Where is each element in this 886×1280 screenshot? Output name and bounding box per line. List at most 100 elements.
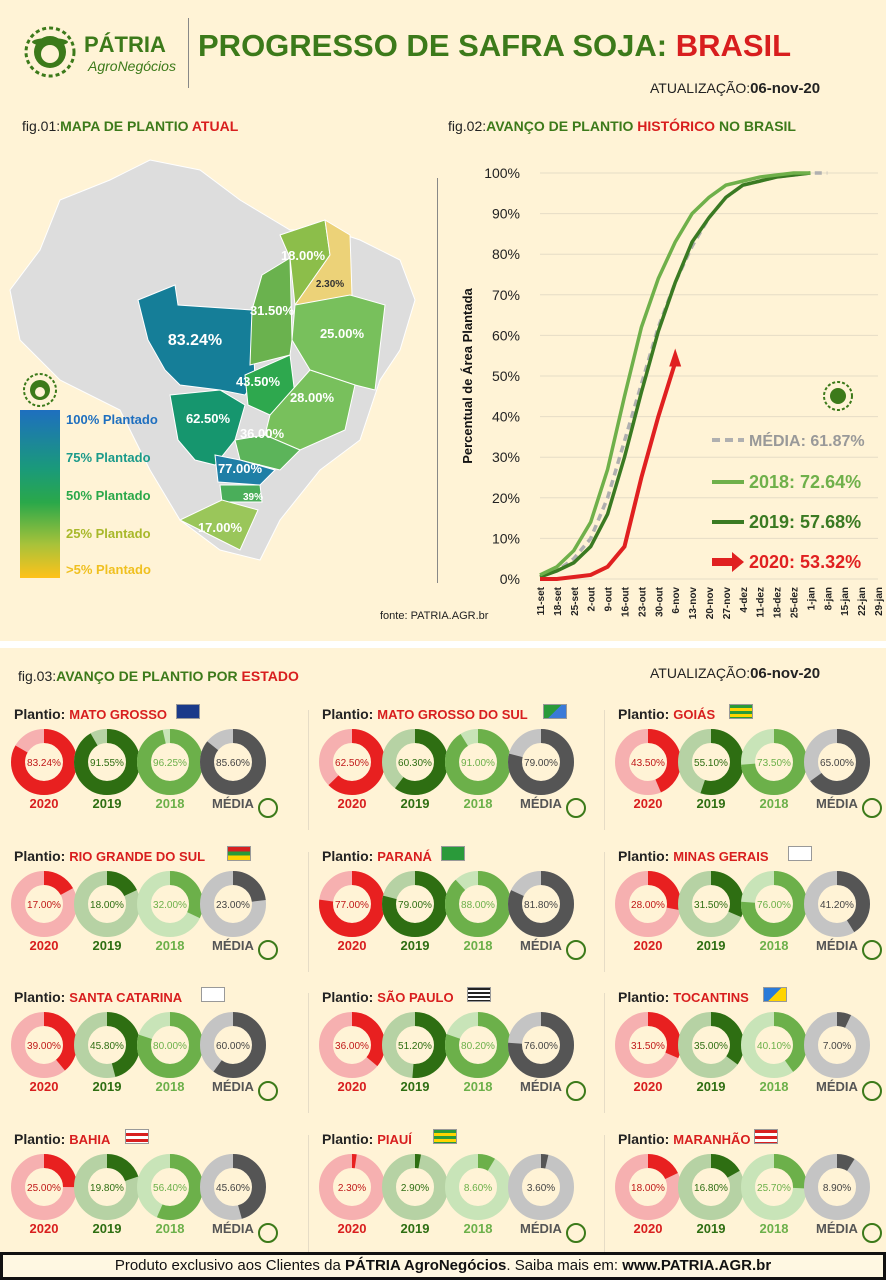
state-flag-icon bbox=[788, 846, 812, 861]
year-label: MÉDIA bbox=[212, 796, 255, 811]
donut-value: 45.80% bbox=[90, 1041, 124, 1052]
donut-value: 41.20% bbox=[820, 900, 854, 911]
donut-value: 36.00% bbox=[335, 1041, 369, 1052]
x-tick-label: 18-dez bbox=[773, 587, 784, 618]
state-panel-paraná: Plantio: PARANÁ 77.00% 2020 79.00% 2019 88.00… bbox=[316, 842, 588, 982]
farmer-logo-icon bbox=[862, 798, 882, 818]
x-tick-label: 22-jan bbox=[857, 587, 868, 616]
arrow-right-icon bbox=[712, 552, 744, 572]
map-state-value: 62.50% bbox=[186, 411, 231, 426]
year-label: 2019 bbox=[697, 796, 726, 811]
farmer-logo-icon bbox=[566, 1081, 586, 1101]
farmer-logo-icon bbox=[862, 1081, 882, 1101]
year-label: 2019 bbox=[93, 1221, 122, 1236]
donut-value: 76.00% bbox=[757, 900, 791, 911]
donut-segment-2018 bbox=[137, 1012, 203, 1078]
year-label: 2018 bbox=[156, 796, 185, 811]
donut-segment-2018 bbox=[137, 729, 203, 795]
farmer-logo-icon bbox=[566, 798, 586, 818]
donut-segment-2019 bbox=[74, 729, 140, 795]
farmer-logo-icon bbox=[830, 388, 846, 404]
year-label: 2020 bbox=[30, 796, 59, 811]
donut-segment-2018 bbox=[741, 1154, 807, 1220]
state-title: Plantio: MINAS GERAIS bbox=[618, 848, 769, 864]
series-line-2018 bbox=[539, 171, 811, 577]
state-title: Plantio: MATO GROSSO DO SUL bbox=[322, 706, 528, 722]
brazil-map: 83.24% 62.50% 43.50% 31.50% 18.00% 2.30% 25.00… bbox=[9, 159, 416, 561]
state-panel-piauí: Plantio: PIAUÍ 2.30% 2020 2.90% 2019 8.60% 201… bbox=[316, 1125, 588, 1265]
panel-divider bbox=[308, 993, 309, 1113]
donut-segment-2018 bbox=[741, 729, 807, 795]
donut-segment-2019 bbox=[74, 1012, 140, 1078]
farmer-logo-icon bbox=[862, 1223, 882, 1243]
donut-value: 81.80% bbox=[524, 900, 558, 911]
x-tick-label: 23-out bbox=[637, 586, 648, 617]
x-tick-label: 2-out bbox=[587, 586, 598, 611]
state-panel-são-paulo: Plantio: SÃO PAULO 36.00% 2020 51.20% 2019 80… bbox=[316, 983, 588, 1123]
donut-value: 80.00% bbox=[153, 1041, 187, 1052]
year-label: 2018 bbox=[156, 938, 185, 953]
x-tick-label: 25-set bbox=[570, 586, 581, 616]
map-state-value: 43.50% bbox=[236, 374, 281, 389]
donut-value: 3.60% bbox=[527, 1183, 555, 1194]
state-panel-bahia: Plantio: BAHIA 25.00% 2020 19.80% 2019 56.40%… bbox=[8, 1125, 280, 1265]
website-link[interactable]: www.PATRIA.AGR.br bbox=[622, 1257, 772, 1274]
farmer-logo-icon bbox=[258, 798, 278, 818]
x-tick-label: 27-nov bbox=[722, 587, 733, 620]
y-tick-label: 60% bbox=[492, 327, 520, 343]
arrow-up-icon bbox=[669, 348, 682, 367]
donut-value: 7.00% bbox=[823, 1041, 851, 1052]
year-label: 2018 bbox=[760, 1079, 789, 1094]
map-state-mt bbox=[137, 284, 256, 396]
x-tick-label: 20-nov bbox=[705, 587, 716, 620]
farmer-logo-icon bbox=[566, 940, 586, 960]
year-label: 2020 bbox=[30, 938, 59, 953]
year-label: MÉDIA bbox=[816, 1221, 859, 1236]
x-tick-label: 29-jan bbox=[874, 587, 885, 616]
donut-value: 39.00% bbox=[27, 1041, 61, 1052]
donut-value: 55.10% bbox=[694, 758, 728, 769]
x-tick-label: 30-out bbox=[654, 586, 665, 617]
donut-segment-média bbox=[508, 871, 574, 937]
donut-value: 60.30% bbox=[398, 758, 432, 769]
x-tick-label: 25-dez bbox=[790, 587, 801, 618]
header-divider bbox=[188, 18, 189, 88]
donut-value: 56.40% bbox=[153, 1183, 187, 1194]
legend-entry: 2018: 72.64% bbox=[749, 472, 861, 492]
donut-segment-média bbox=[508, 1012, 574, 1078]
donut-segment-2018 bbox=[445, 729, 511, 795]
donut-group: 43.50% 2020 55.10% 2019 73.50% 2018 65.00% MÉDI… bbox=[615, 729, 882, 818]
donut-value: 85.60% bbox=[216, 758, 250, 769]
x-tick-label: 16-out bbox=[621, 586, 632, 617]
section-divider bbox=[0, 641, 886, 648]
map-state-ms bbox=[169, 389, 246, 466]
state-flag-icon bbox=[466, 987, 491, 1002]
year-label: 2019 bbox=[697, 1079, 726, 1094]
year-label: MÉDIA bbox=[212, 938, 255, 953]
map-state-value: 28.00% bbox=[290, 390, 335, 405]
y-tick-label: 100% bbox=[484, 165, 520, 181]
donut-segment-2018 bbox=[445, 871, 511, 937]
donut-value: 17.00% bbox=[27, 900, 61, 911]
state-flag-icon bbox=[543, 704, 567, 719]
state-flag-icon bbox=[124, 1129, 149, 1144]
legend-entry: 2020: 53.32% bbox=[749, 552, 861, 572]
y-tick-label: 50% bbox=[492, 368, 520, 384]
year-label: 2020 bbox=[338, 1221, 367, 1236]
y-tick-label: 70% bbox=[492, 287, 520, 303]
donut-segment-2018 bbox=[445, 1154, 511, 1220]
donut-segment-2020 bbox=[615, 871, 681, 937]
map-state-pr bbox=[214, 454, 276, 486]
donut-segment-2020 bbox=[319, 729, 385, 795]
color-scale-bar bbox=[20, 410, 60, 578]
map-state-value: 17.00% bbox=[198, 520, 243, 535]
state-flag-icon bbox=[432, 1129, 457, 1144]
donut-segment-2020 bbox=[615, 1154, 681, 1220]
x-tick-label: 15-jan bbox=[840, 587, 851, 616]
donut-value: 76.00% bbox=[524, 1041, 558, 1052]
map-state-value: 36.00% bbox=[240, 426, 285, 441]
year-label: 2020 bbox=[338, 796, 367, 811]
year-label: MÉDIA bbox=[520, 1221, 563, 1236]
donut-segment-2020 bbox=[615, 729, 681, 795]
year-label: 2019 bbox=[401, 1079, 430, 1094]
